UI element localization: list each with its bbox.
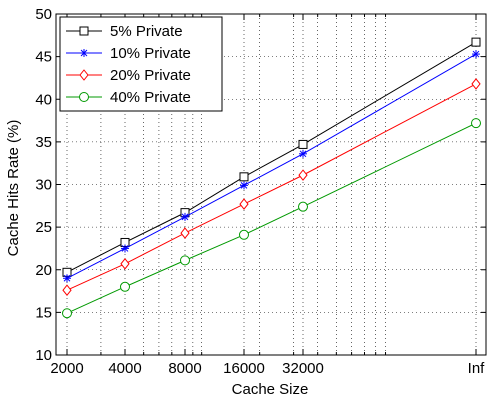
diamond-marker (62, 284, 72, 297)
x-tick-label: Inf (468, 360, 486, 377)
x-axis-label: Cache Size (232, 381, 309, 398)
series-10-private (63, 50, 480, 283)
y-tick-label: 20 (35, 262, 52, 279)
square-marker (298, 139, 308, 149)
circle-marker (79, 92, 89, 102)
series-line (66, 83, 477, 291)
asterisk-marker (240, 181, 248, 190)
circle-marker (239, 229, 249, 240)
asterisk-stroke (240, 181, 248, 189)
diamond-marker (79, 69, 89, 81)
diamond-marker (120, 257, 130, 270)
x-tick-label: 4000 (108, 360, 141, 377)
diamond-marker (180, 227, 190, 239)
asterisk-stroke (472, 50, 480, 58)
diamond-marker (239, 198, 249, 210)
series-layer (62, 37, 481, 319)
legend-item: 5% Private (66, 23, 183, 40)
x-tick-label: 16000 (223, 360, 265, 377)
y-tick-label: 45 (35, 49, 52, 66)
legend: 5% Private 10% Private 20% Private 40% Priv… (59, 16, 223, 112)
y-tick-label: 10 (35, 347, 52, 364)
asterisk-marker (299, 149, 307, 158)
asterisk-marker (80, 49, 88, 57)
y-tick-label: 50 (35, 6, 52, 23)
series-line (66, 122, 477, 314)
asterisk-stroke (181, 213, 189, 221)
asterisk-stroke (299, 150, 307, 158)
circle-marker (62, 308, 72, 319)
y-tick-label: 15 (35, 304, 52, 321)
legend-label: 5% Private (110, 23, 183, 40)
legend-item: 40% Private (66, 89, 191, 106)
series-20-private (62, 78, 481, 297)
circle-marker (180, 255, 190, 266)
diamond-marker (471, 78, 481, 90)
series-line (66, 53, 477, 279)
series-line (66, 41, 477, 273)
legend-label: 40% Private (110, 89, 191, 106)
asterisk-marker (121, 244, 129, 253)
diamond-marker (298, 169, 308, 181)
asterisk-stroke (80, 49, 88, 57)
asterisk-stroke (121, 245, 129, 252)
circle-marker (120, 281, 130, 292)
legend-label: 10% Private (110, 45, 191, 62)
x-tick-label: 32000 (282, 360, 324, 377)
y-tick-label: 35 (35, 134, 52, 151)
series-40-private (62, 118, 481, 319)
y-axis-label: Cache Hits Rate (%) (5, 120, 22, 257)
legend-item: 10% Private (66, 45, 191, 62)
square-marker (239, 172, 249, 182)
square-marker (79, 26, 89, 36)
circle-marker (298, 201, 308, 212)
x-tick-label: 8000 (168, 360, 201, 377)
y-tick-label: 30 (35, 177, 52, 194)
legend-item: 20% Private (66, 67, 191, 84)
y-tick-label: 25 (35, 219, 52, 236)
y-tick-label: 40 (35, 91, 52, 108)
axes: 10 15 20 25 30 35 40 45 50 2000 4000 8000 16000 32000… (35, 6, 486, 377)
x-tick-label: 2000 (50, 360, 83, 377)
asterisk-marker (63, 274, 71, 283)
square-marker (471, 37, 481, 47)
asterisk-stroke (63, 274, 71, 282)
circle-marker (471, 118, 481, 129)
legend-label: 20% Private (110, 67, 191, 84)
asterisk-marker (472, 50, 480, 59)
asterisk-marker (181, 212, 189, 221)
